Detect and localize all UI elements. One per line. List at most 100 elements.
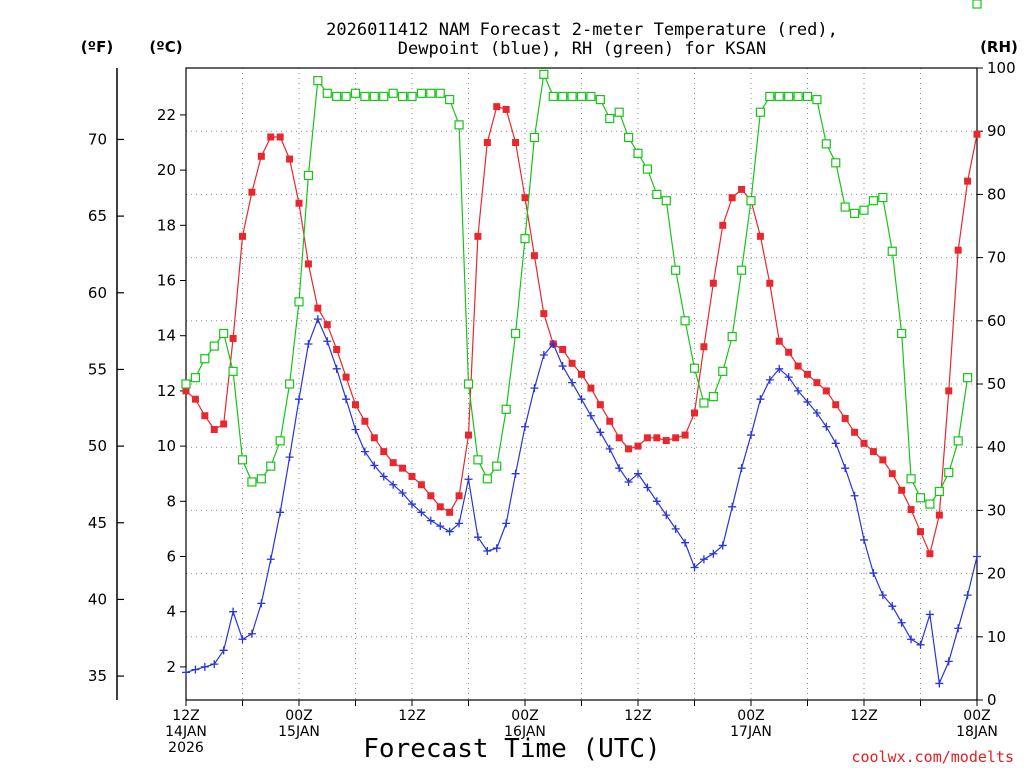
data-point xyxy=(756,395,765,404)
data-point xyxy=(445,527,454,536)
data-point xyxy=(257,599,266,608)
data-point xyxy=(916,640,925,649)
data-point xyxy=(313,76,323,86)
data-point xyxy=(407,91,417,102)
series-rh xyxy=(181,0,982,509)
data-point xyxy=(342,373,350,381)
data-point xyxy=(954,624,963,633)
celsius-tick-label: 4 xyxy=(166,603,176,621)
data-point xyxy=(784,373,793,382)
x-tick-label: 12Z xyxy=(850,708,877,724)
x-tick-label: 2026 xyxy=(168,740,204,756)
data-point xyxy=(549,339,558,348)
data-point xyxy=(463,379,474,389)
data-point xyxy=(802,91,813,102)
data-point xyxy=(304,339,313,348)
data-point xyxy=(238,635,247,644)
data-point xyxy=(888,602,897,611)
data-point xyxy=(804,370,811,378)
data-point xyxy=(427,492,435,500)
data-point xyxy=(605,444,614,453)
data-point xyxy=(576,91,587,102)
data-point xyxy=(586,411,595,420)
data-point xyxy=(568,378,577,387)
data-point xyxy=(295,199,303,207)
data-point xyxy=(267,133,275,141)
rh-tick-label: 100 xyxy=(987,59,1016,77)
data-point xyxy=(511,469,520,478)
data-point xyxy=(860,535,868,544)
x-axis-label: Forecast Time (UTC) xyxy=(363,734,660,764)
data-point xyxy=(351,425,360,434)
data-point xyxy=(558,362,567,371)
data-point xyxy=(247,629,256,638)
data-point xyxy=(276,133,284,141)
rh-tick-label: 10 xyxy=(987,628,1006,646)
data-point xyxy=(738,185,746,193)
data-point xyxy=(474,232,482,240)
data-point xyxy=(662,437,670,445)
data-point xyxy=(709,279,717,287)
data-point xyxy=(906,474,916,484)
data-point xyxy=(926,550,934,558)
data-point xyxy=(699,555,708,564)
celsius-unit-label: (ºC) xyxy=(149,38,182,56)
data-point xyxy=(614,107,624,117)
celsius-tick-label: 6 xyxy=(166,547,176,565)
data-point xyxy=(342,395,351,404)
data-point xyxy=(794,386,803,395)
data-point xyxy=(304,260,312,268)
data-point xyxy=(964,177,972,185)
data-point xyxy=(643,483,652,492)
data-point xyxy=(972,0,982,9)
data-point xyxy=(954,246,962,254)
rh-tick-label: 30 xyxy=(987,501,1006,519)
data-point xyxy=(200,662,209,671)
data-point xyxy=(388,88,398,98)
data-point xyxy=(917,528,924,536)
data-point xyxy=(248,188,256,196)
data-point xyxy=(813,379,821,387)
data-point xyxy=(501,404,511,414)
data-point xyxy=(577,395,586,404)
data-point xyxy=(681,538,690,547)
data-point xyxy=(623,132,634,143)
data-point xyxy=(747,431,755,440)
data-point xyxy=(370,434,378,442)
data-point xyxy=(709,549,718,558)
data-point xyxy=(784,91,794,102)
data-point xyxy=(652,189,662,199)
x-tick-label: 00Z xyxy=(511,708,538,724)
data-point xyxy=(454,120,464,130)
data-point xyxy=(352,401,359,409)
data-point xyxy=(333,346,341,354)
data-point xyxy=(812,408,821,417)
data-point xyxy=(737,464,746,473)
data-point xyxy=(878,591,887,600)
data-point xyxy=(953,436,963,446)
data-point xyxy=(944,657,953,666)
data-point xyxy=(426,516,435,525)
data-point xyxy=(633,148,643,158)
data-point xyxy=(803,397,812,406)
data-point xyxy=(812,94,822,105)
x-tick-label: 18JAN xyxy=(956,724,998,740)
rh-tick-label: 60 xyxy=(987,312,1006,330)
data-point xyxy=(661,196,671,206)
data-point xyxy=(690,563,699,572)
data-point xyxy=(558,91,568,102)
data-point xyxy=(925,499,935,509)
data-point xyxy=(944,467,954,478)
data-point xyxy=(615,434,623,442)
credit-link[interactable]: coolwx.com/modelts xyxy=(851,748,1014,766)
data-point xyxy=(465,431,472,439)
data-point xyxy=(200,354,210,364)
data-point xyxy=(220,420,228,428)
data-point xyxy=(671,524,680,533)
data-point xyxy=(548,91,558,102)
data-point xyxy=(587,384,595,392)
data-point xyxy=(840,202,850,212)
data-point xyxy=(868,196,879,206)
data-point xyxy=(700,343,708,351)
x-tick-label: 00Z xyxy=(737,708,764,724)
